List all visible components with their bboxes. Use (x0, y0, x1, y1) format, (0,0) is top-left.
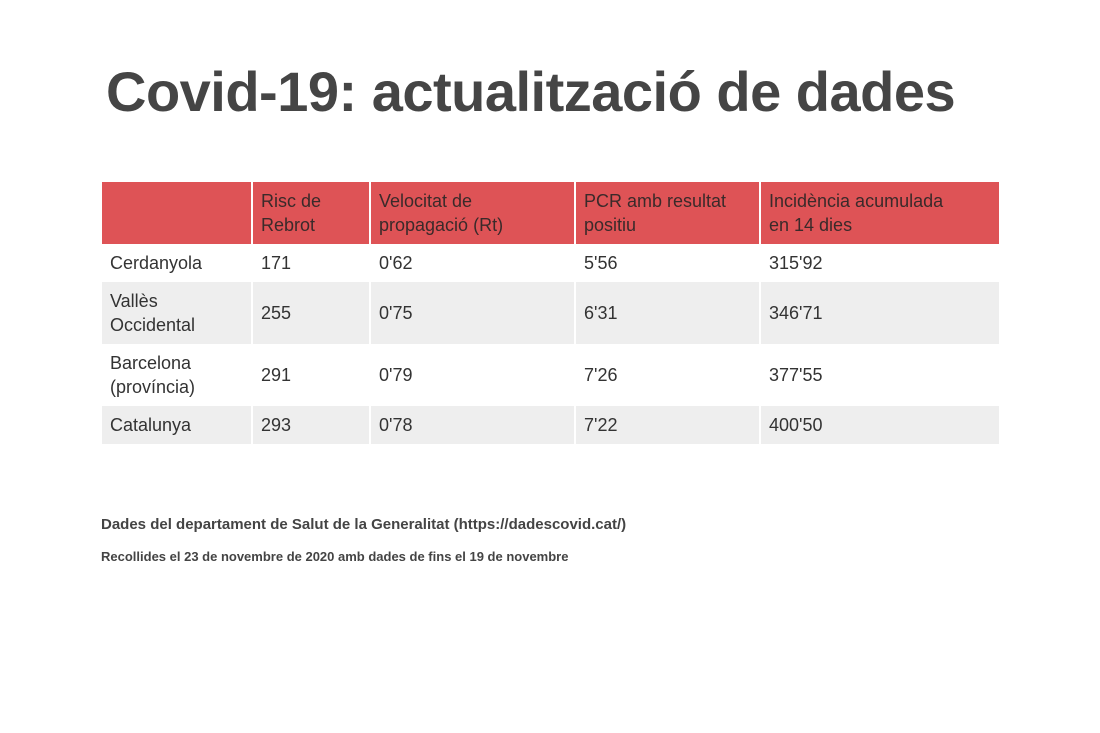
ia14-cell: 377'55 (760, 344, 999, 406)
covid-data-table: Risc de Rebrot Velocitat de propagació (… (102, 182, 999, 444)
region-cell: Cerdanyola (102, 244, 253, 282)
table-body: Cerdanyola 171 0'62 5'56 315'92 Vallès O… (102, 244, 999, 444)
region-cell: Catalunya (102, 406, 253, 444)
collected-note: Recollides el 23 de novembre de 2020 amb… (101, 549, 569, 564)
pcr-cell: 5'56 (575, 244, 761, 282)
table-row: Cerdanyola 171 0'62 5'56 315'92 (102, 244, 999, 282)
source-note: Dades del departament de Salut de la Gen… (101, 516, 627, 533)
table-header: Risc de Rebrot Velocitat de propagació (… (102, 182, 999, 244)
ia14-cell: 346'71 (760, 282, 999, 344)
rt-cell: 0'75 (370, 282, 576, 344)
rt-cell: 0'62 (370, 244, 576, 282)
header-line: en 14 dies (769, 215, 853, 235)
region-line: (província) (110, 377, 196, 397)
pcr-cell: 6'31 (575, 282, 761, 344)
rt-cell: 0'78 (370, 406, 576, 444)
risc-rebrot-cell: 291 (252, 344, 371, 406)
table-row: Barcelona (província) 291 0'79 7'26 377'… (102, 344, 999, 406)
header-line: Velocitat de (379, 191, 473, 211)
header-cell-rt: Velocitat de propagació (Rt) (370, 182, 576, 244)
ia14-cell: 315'92 (760, 244, 999, 282)
header-line: Risc de (261, 191, 322, 211)
page-title: Covid-19: actualització de dades (106, 60, 956, 123)
header-cell-region (102, 182, 253, 244)
header-line: PCR amb resultat (584, 191, 727, 211)
risc-rebrot-cell: 293 (252, 406, 371, 444)
header-row: Risc de Rebrot Velocitat de propagació (… (102, 182, 999, 244)
region-line: Barcelona (110, 353, 192, 373)
region-line: Vallès (110, 291, 158, 311)
region-cell: Barcelona (província) (102, 344, 253, 406)
risc-rebrot-cell: 171 (252, 244, 371, 282)
risc-rebrot-cell: 255 (252, 282, 371, 344)
header-line: Incidència acumulada (769, 191, 944, 211)
header-line: propagació (Rt) (379, 215, 504, 235)
header-line: positiu (584, 215, 637, 235)
table-row: Catalunya 293 0'78 7'22 400'50 (102, 406, 999, 444)
table-row: Vallès Occidental 255 0'75 6'31 346'71 (102, 282, 999, 344)
header-cell-pcr: PCR amb resultat positiu (575, 182, 761, 244)
region-cell: Vallès Occidental (102, 282, 253, 344)
region-line: Occidental (110, 315, 196, 335)
header-line: Rebrot (261, 215, 316, 235)
pcr-cell: 7'22 (575, 406, 761, 444)
header-cell-ia14: Incidència acumulada en 14 dies (760, 182, 999, 244)
rt-cell: 0'79 (370, 344, 576, 406)
region-line: Cerdanyola (110, 253, 203, 273)
header-cell-risc-rebrot: Risc de Rebrot (252, 182, 371, 244)
region-line: Catalunya (110, 415, 192, 435)
ia14-cell: 400'50 (760, 406, 999, 444)
pcr-cell: 7'26 (575, 344, 761, 406)
